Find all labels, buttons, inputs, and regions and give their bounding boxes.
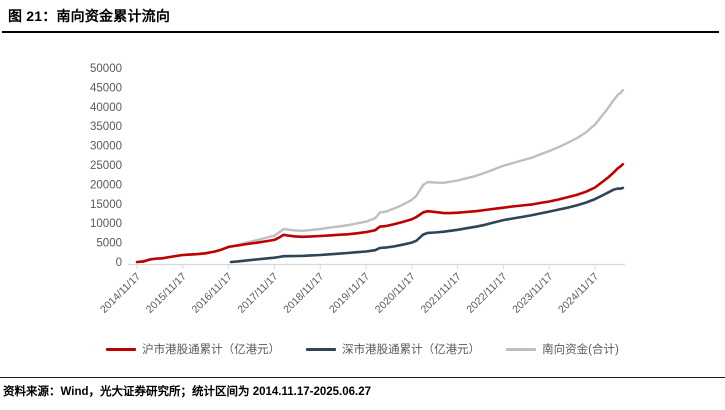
y-tick-label: 50000 [90,63,122,75]
series-sz-line [229,186,625,264]
x-tick-label: 2024/11/17 [556,271,601,316]
footer-divider [0,377,725,378]
x-tick-label: 2014/11/17 [98,271,143,316]
x-tick-label: 2023/11/17 [510,271,555,316]
y-tick-label: 40000 [90,102,122,114]
series-sh-line [135,162,625,264]
y-tick-label: 0 [116,257,122,269]
y-tick-label: 25000 [90,160,122,172]
sz-line-swatch [306,347,337,351]
x-tick-label: 2021/11/17 [419,271,464,316]
y-tick-label: 35000 [90,121,122,133]
x-tick-label: 2015/11/17 [144,271,189,316]
y-tick-label: 15000 [90,199,122,211]
y-tick-label: 20000 [90,179,122,191]
legend-item-sh: 沪市港股通累计（亿港元） [106,341,280,357]
legend-label-sz: 深市港股通累计（亿港元） [342,344,481,356]
x-tick-label: 2020/11/17 [373,271,418,316]
y-tick-label: 5000 [96,238,122,250]
x-tick-label: 2022/11/17 [464,271,509,316]
sh-line-swatch [106,347,137,351]
total-line-swatch [506,347,537,351]
title-divider [2,31,719,33]
x-tick-label: 2019/11/17 [327,271,372,316]
figure-title: 图 21：南向资金累计流向 [8,8,171,24]
legend-item-sz: 深市港股通累计（亿港元） [306,341,480,357]
legend-label-sh: 沪市港股通累计（亿港元） [142,344,281,356]
y-tick-label: 10000 [90,218,122,230]
y-tick-label: 30000 [90,141,122,153]
chart-legend: 沪市港股通累计（亿港元） 深市港股通累计（亿港元） 南向资金(合计) [0,341,725,357]
y-tick-label: 45000 [90,82,122,94]
x-tick-label: 2018/11/17 [281,271,326,316]
series-total-line [135,88,625,264]
x-tick-label: 2016/11/17 [190,271,235,316]
legend-item-total: 南向资金(合计) [506,341,619,357]
legend-label-total: 南向资金(合计) [542,344,619,356]
source-note: 资料来源：Wind，光大证券研究所；统计区间为 2014.11.17-2025.… [3,386,371,398]
x-tick-label: 2017/11/17 [235,271,280,316]
